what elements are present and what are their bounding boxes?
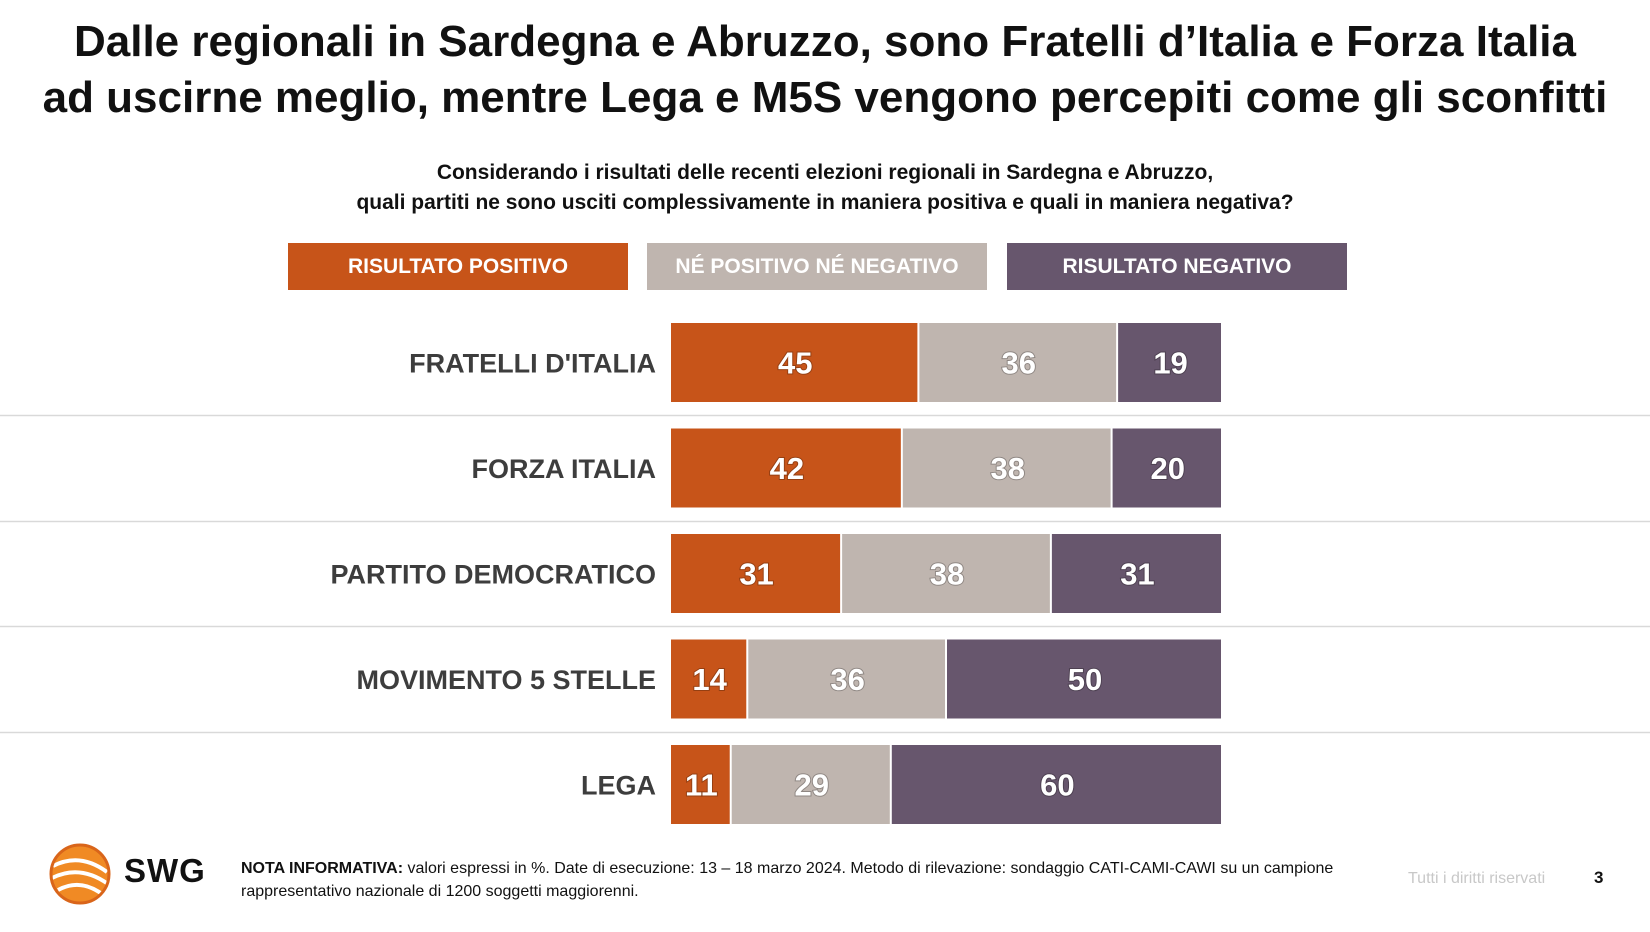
value-label: 19 bbox=[1153, 346, 1187, 381]
swg-logo-icon bbox=[49, 843, 111, 905]
bar-segment-positive bbox=[671, 428, 901, 508]
value-label: 42 bbox=[770, 451, 804, 486]
question-line-2: quali partiti ne sono usciti complessiva… bbox=[356, 191, 1294, 214]
value-label: 31 bbox=[739, 557, 773, 592]
bar-segment-negative bbox=[1112, 428, 1221, 508]
value-label: 20 bbox=[1151, 451, 1185, 486]
bar-segment-neutral bbox=[748, 639, 945, 719]
value-label: 31 bbox=[1120, 557, 1154, 592]
legend-neutral: NÉ POSITIVO NÉ NEGATIVO bbox=[647, 243, 987, 290]
value-label: 45 bbox=[778, 346, 812, 381]
value-label: 50 bbox=[1068, 662, 1102, 697]
value-label: 60 bbox=[1040, 768, 1074, 803]
value-label: 38 bbox=[990, 451, 1024, 486]
bar-segment-neutral bbox=[919, 323, 1117, 402]
value-label: 36 bbox=[1002, 346, 1036, 381]
value-label: 36 bbox=[830, 662, 864, 697]
bar-segment-negative bbox=[891, 745, 1221, 824]
value-label: 11 bbox=[685, 768, 718, 803]
stacked-bar-chart: FRATELLI D'ITALIA 45 36 19 FORZA ITALIA 42 38 2… bbox=[0, 323, 1650, 824]
title-line-2: ad uscirne meglio, mentre Lega e M5S ven… bbox=[42, 73, 1608, 122]
category-label: MOVIMENTO 5 STELLE bbox=[356, 665, 656, 695]
question-line-1: Considerando i risultati delle recenti e… bbox=[436, 161, 1214, 184]
bar-segment-negative bbox=[1051, 534, 1221, 613]
bar-segment-positive bbox=[671, 323, 918, 402]
rights-reserved: Tutti i diritti riservati bbox=[1408, 870, 1546, 887]
footnote: NOTA INFORMATIVA: valori espressi in %. … bbox=[241, 857, 1381, 903]
footnote-label: NOTA INFORMATIVA: bbox=[241, 860, 404, 877]
title-line-1: Dalle regionali in Sardegna e Abruzzo, s… bbox=[73, 17, 1577, 66]
category-label: FRATELLI D'ITALIA bbox=[409, 349, 656, 379]
footnote-text: valori espressi in %. Date di esecuzione… bbox=[241, 860, 1334, 900]
bar-segment-positive bbox=[671, 745, 730, 824]
value-label: 29 bbox=[795, 768, 829, 803]
legend-negative: RISULTATO NEGATIVO bbox=[1007, 243, 1347, 290]
bar-segment-negative bbox=[947, 639, 1221, 719]
category-label: PARTITO DEMOCRATICO bbox=[331, 560, 657, 590]
bar-segment-neutral bbox=[902, 428, 1111, 508]
bar-segment-positive bbox=[671, 639, 747, 719]
value-label: 14 bbox=[692, 662, 727, 697]
category-label: LEGA bbox=[581, 771, 656, 801]
bar-segment-neutral bbox=[731, 745, 890, 824]
page-number: 3 bbox=[1594, 868, 1604, 887]
bar-segment-positive bbox=[671, 534, 841, 613]
bar-segment-negative bbox=[1118, 323, 1221, 402]
survey-question: Considerando i risultati delle recenti e… bbox=[0, 158, 1650, 218]
legend-positive: RISULTATO POSITIVO bbox=[288, 243, 628, 290]
category-label: FORZA ITALIA bbox=[472, 454, 656, 484]
page-title: Dalle regionali in Sardegna e Abruzzo, s… bbox=[0, 14, 1650, 126]
logo-wordmark: SWG bbox=[124, 852, 206, 889]
value-label: 38 bbox=[930, 557, 964, 592]
bar-segment-neutral bbox=[842, 534, 1050, 613]
